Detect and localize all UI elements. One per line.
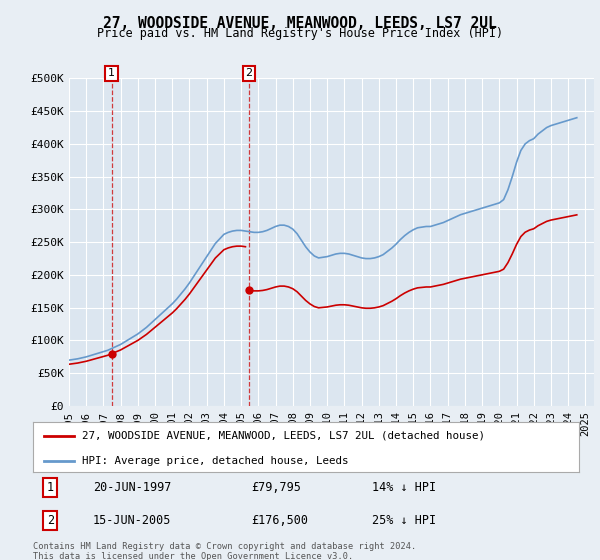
Text: 15-JUN-2005: 15-JUN-2005 (93, 514, 172, 527)
Text: 1: 1 (47, 481, 54, 494)
Text: HPI: Average price, detached house, Leeds: HPI: Average price, detached house, Leed… (82, 456, 349, 466)
Text: 14% ↓ HPI: 14% ↓ HPI (371, 481, 436, 494)
Text: Price paid vs. HM Land Registry's House Price Index (HPI): Price paid vs. HM Land Registry's House … (97, 27, 503, 40)
Text: 1: 1 (108, 68, 115, 78)
Text: 27, WOODSIDE AVENUE, MEANWOOD, LEEDS, LS7 2UL: 27, WOODSIDE AVENUE, MEANWOOD, LEEDS, LS… (103, 16, 497, 31)
Text: 2: 2 (245, 68, 253, 78)
Text: 2: 2 (47, 514, 54, 527)
Text: £176,500: £176,500 (251, 514, 308, 527)
Text: Contains HM Land Registry data © Crown copyright and database right 2024.
This d: Contains HM Land Registry data © Crown c… (33, 542, 416, 560)
Text: £79,795: £79,795 (251, 481, 301, 494)
Text: 27, WOODSIDE AVENUE, MEANWOOD, LEEDS, LS7 2UL (detached house): 27, WOODSIDE AVENUE, MEANWOOD, LEEDS, LS… (82, 431, 485, 441)
Text: 20-JUN-1997: 20-JUN-1997 (93, 481, 172, 494)
Text: 25% ↓ HPI: 25% ↓ HPI (371, 514, 436, 527)
